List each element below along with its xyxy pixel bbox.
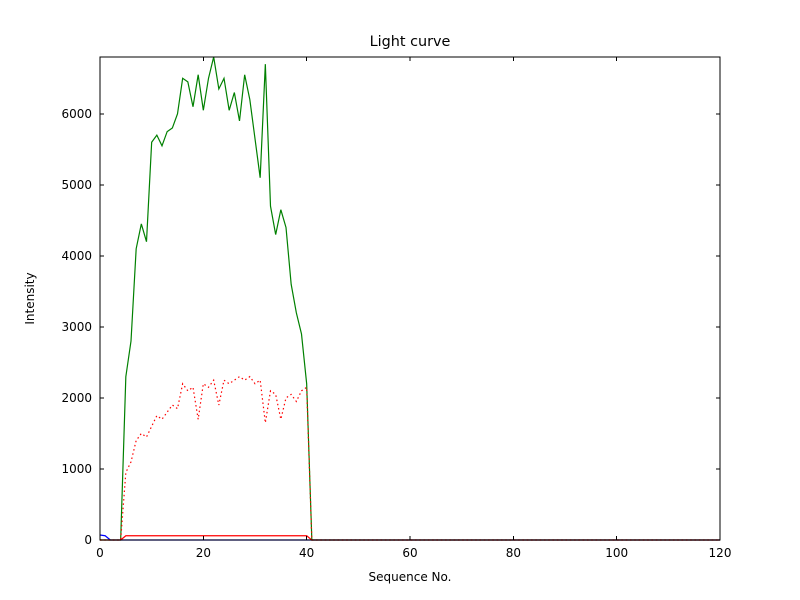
series-line-red-dotted <box>100 375 720 541</box>
y-tick-label: 5000 <box>61 178 92 192</box>
y-tick-label: 2000 <box>61 391 92 405</box>
y-tick-label: 0 <box>84 533 92 547</box>
x-axis-label: Sequence No. <box>369 570 452 584</box>
x-tick-label: 60 <box>402 546 417 560</box>
x-tick-label: 0 <box>96 546 104 560</box>
x-tick-label: 100 <box>605 546 628 560</box>
series-line-green-solid <box>100 56 720 541</box>
y-tick-label: 4000 <box>61 249 92 263</box>
y-tick-label: 1000 <box>61 462 92 476</box>
y-axis-label: Intensity <box>23 272 37 324</box>
axes-frame <box>99 56 721 541</box>
y-tick-label: 3000 <box>61 320 92 334</box>
series-line-red-solid <box>100 535 720 541</box>
x-tick-label: 40 <box>299 546 314 560</box>
x-tick-label: 120 <box>709 546 732 560</box>
x-tick-label: 80 <box>506 546 521 560</box>
chart-title: Light curve <box>370 34 451 50</box>
y-tick-label: 6000 <box>61 107 92 121</box>
x-tick-label: 20 <box>196 546 211 560</box>
